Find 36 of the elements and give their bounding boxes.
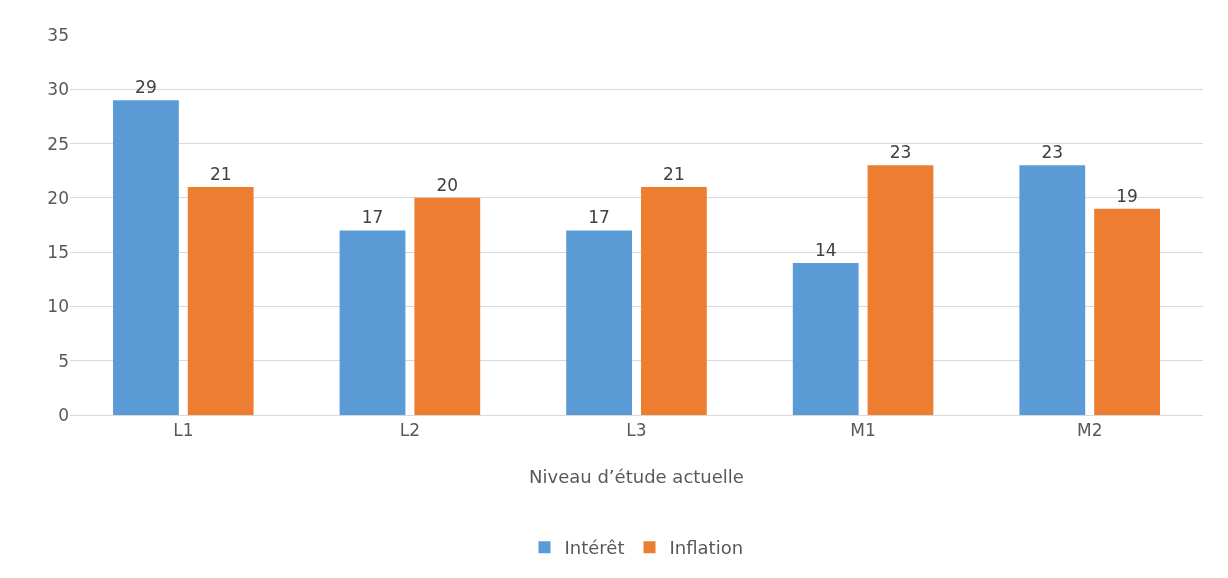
bar: [414, 197, 481, 415]
data-label: 19: [1116, 185, 1138, 206]
bar: [792, 263, 859, 415]
bar: [1019, 165, 1086, 415]
legend-label: Inflation: [669, 537, 744, 559]
y-tick-label: 5: [58, 350, 69, 371]
y-tick-label: 15: [47, 242, 69, 263]
data-label: 29: [135, 77, 157, 98]
y-tick-label: 0: [58, 404, 69, 425]
x-axis-title: Niveau d’étude actuelle: [529, 465, 744, 487]
data-label: 17: [588, 207, 610, 228]
x-tick-label: M2: [1076, 420, 1103, 441]
bar: [1094, 208, 1160, 415]
bar: [566, 230, 633, 415]
data-label: 17: [361, 207, 384, 228]
data-label: 20: [436, 174, 459, 195]
x-tick-label: L1: [173, 420, 194, 441]
y-tick-label: 10: [47, 296, 69, 317]
y-tick-label: 20: [47, 187, 69, 208]
data-label: 21: [663, 164, 685, 184]
y-tick-label: 35: [47, 24, 69, 45]
x-tick-label: L3: [626, 420, 647, 441]
data-label: 21: [209, 164, 232, 184]
bar: [113, 100, 179, 415]
bar: [640, 187, 707, 415]
data-label: 23: [1041, 142, 1064, 163]
x-tick-label: L2: [399, 420, 421, 441]
data-label: 23: [889, 142, 912, 163]
data-label: 14: [814, 240, 837, 260]
legend-label: Intérêt: [564, 537, 625, 559]
x-tick-label: M1: [850, 420, 876, 441]
bar: [339, 230, 406, 415]
y-tick-label: 30: [47, 79, 69, 100]
y-tick-label: 25: [47, 133, 69, 154]
bar: [187, 187, 254, 415]
bar: [867, 165, 934, 415]
